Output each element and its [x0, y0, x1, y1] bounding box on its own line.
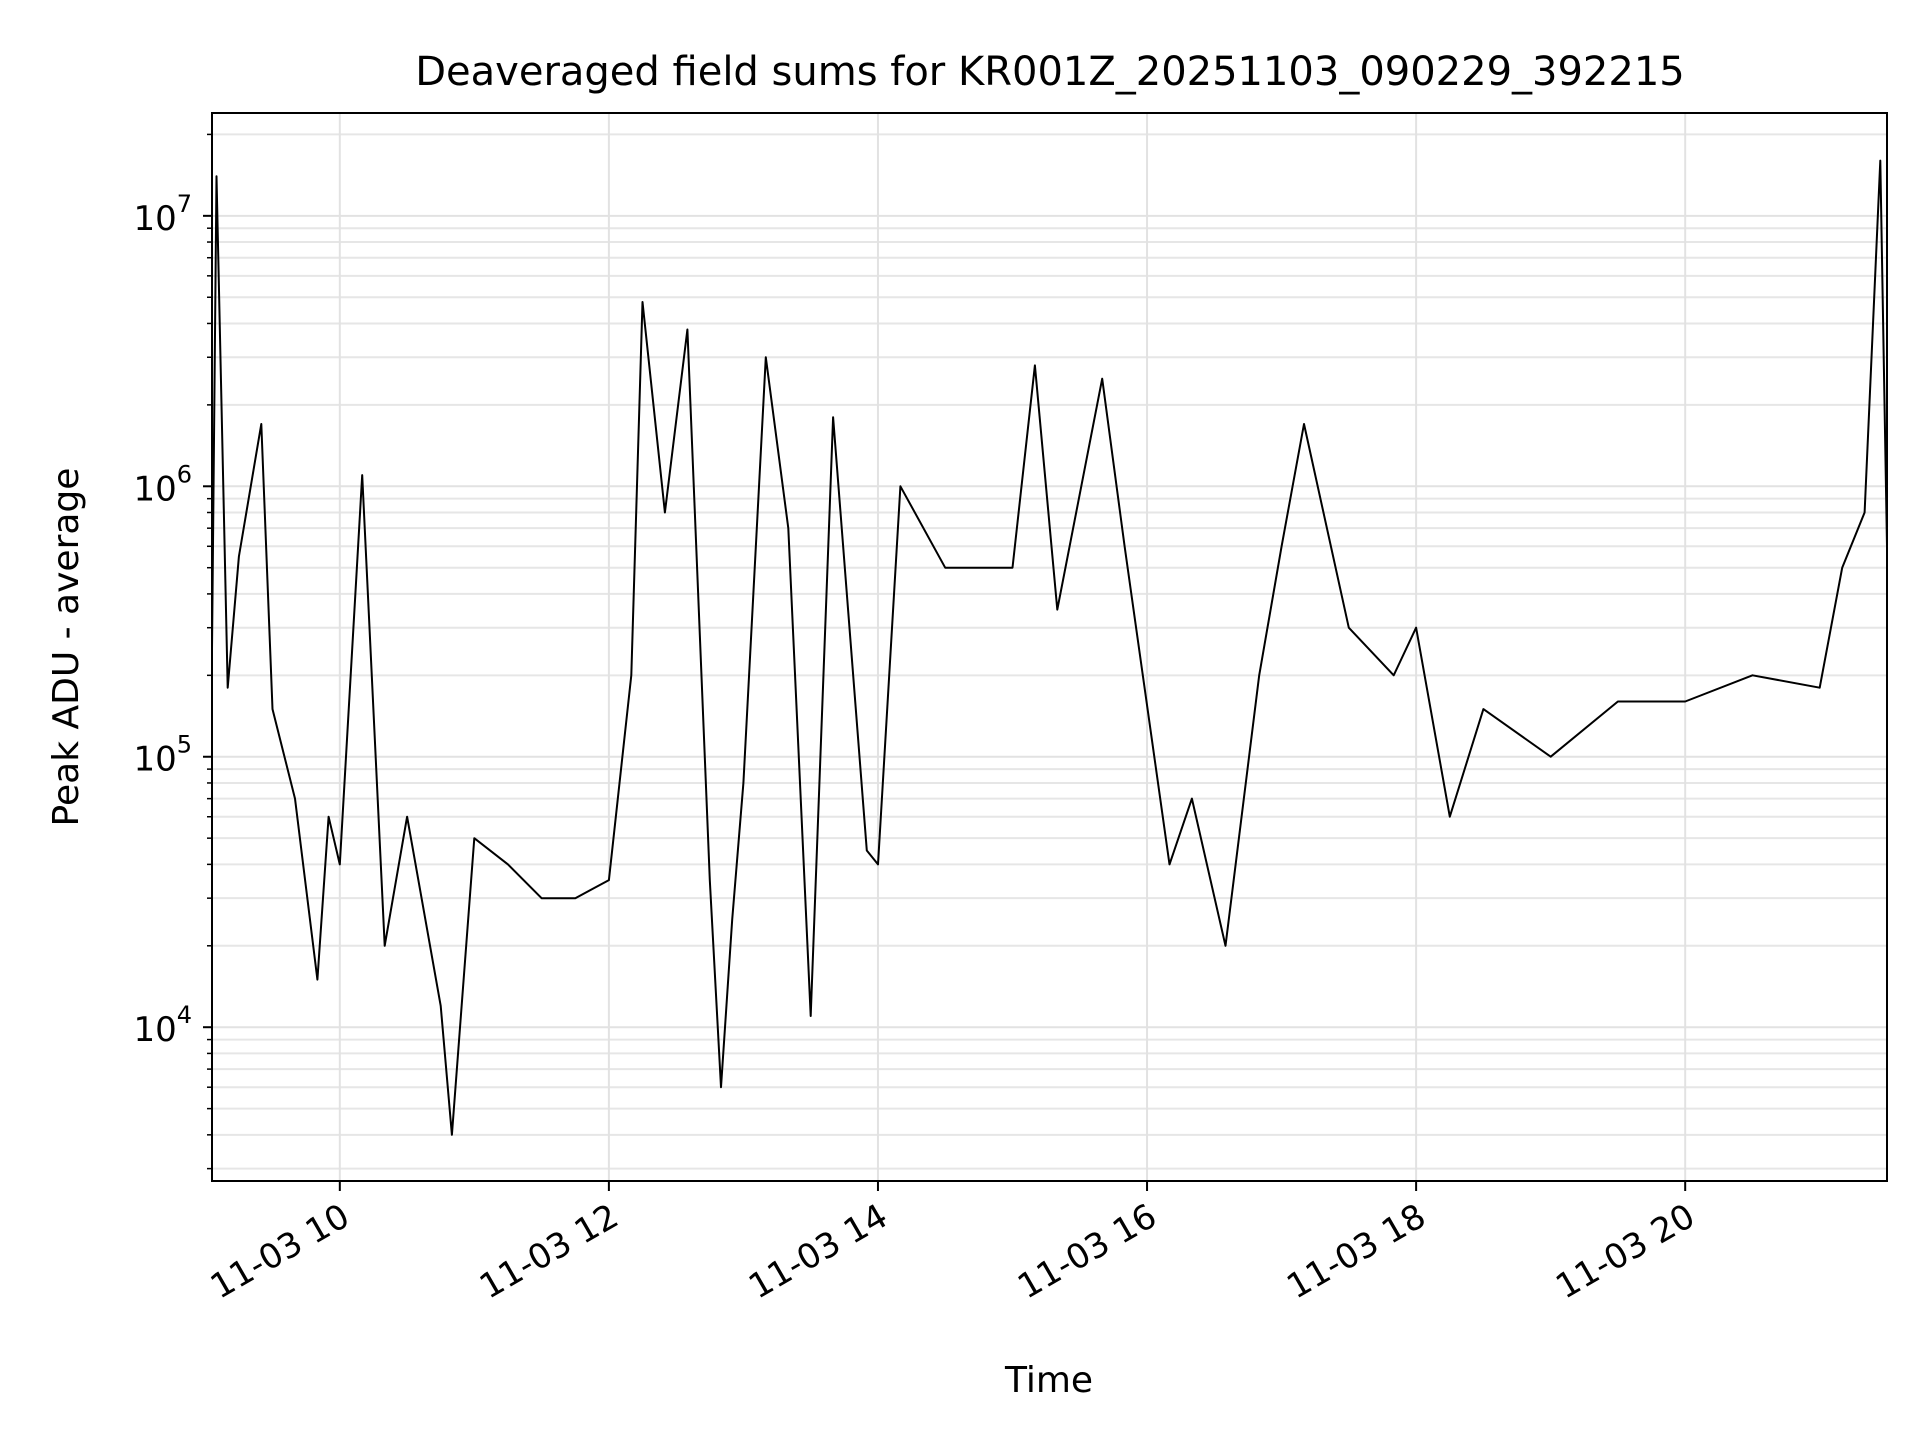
x-tick-label: 11-03 14: [742, 1196, 894, 1307]
series-line: [211, 159, 1888, 1136]
plot-frame: [211, 112, 1888, 1182]
x-tick-label: 11-03 12: [473, 1196, 625, 1307]
x-axis-label: Time: [1004, 1360, 1093, 1401]
y-axis-label: Peak ADU - average: [46, 468, 87, 827]
grid: [212, 113, 1887, 1181]
y-axis: 104 105 106 107: [133, 133, 212, 1170]
x-tick-label: 11-03 18: [1280, 1196, 1432, 1307]
x-tick-label: 11-03 16: [1011, 1196, 1163, 1307]
chart-title: Deaveraged field sums for KR001Z_2025110…: [415, 49, 1684, 95]
y-tick-label: 104: [133, 1001, 192, 1050]
series-layer: [211, 159, 1888, 1136]
x-tick-label: 11-03 10: [204, 1196, 356, 1307]
x-axis: 11-03 10 11-03 12 11-03 14 11-03 16 11-03 18…: [204, 1181, 1702, 1307]
y-tick-label: 107: [133, 190, 192, 239]
y-tick-label: 106: [133, 460, 192, 509]
x-tick-label: 11-03 20: [1549, 1196, 1701, 1307]
y-tick-label: 105: [133, 731, 192, 780]
